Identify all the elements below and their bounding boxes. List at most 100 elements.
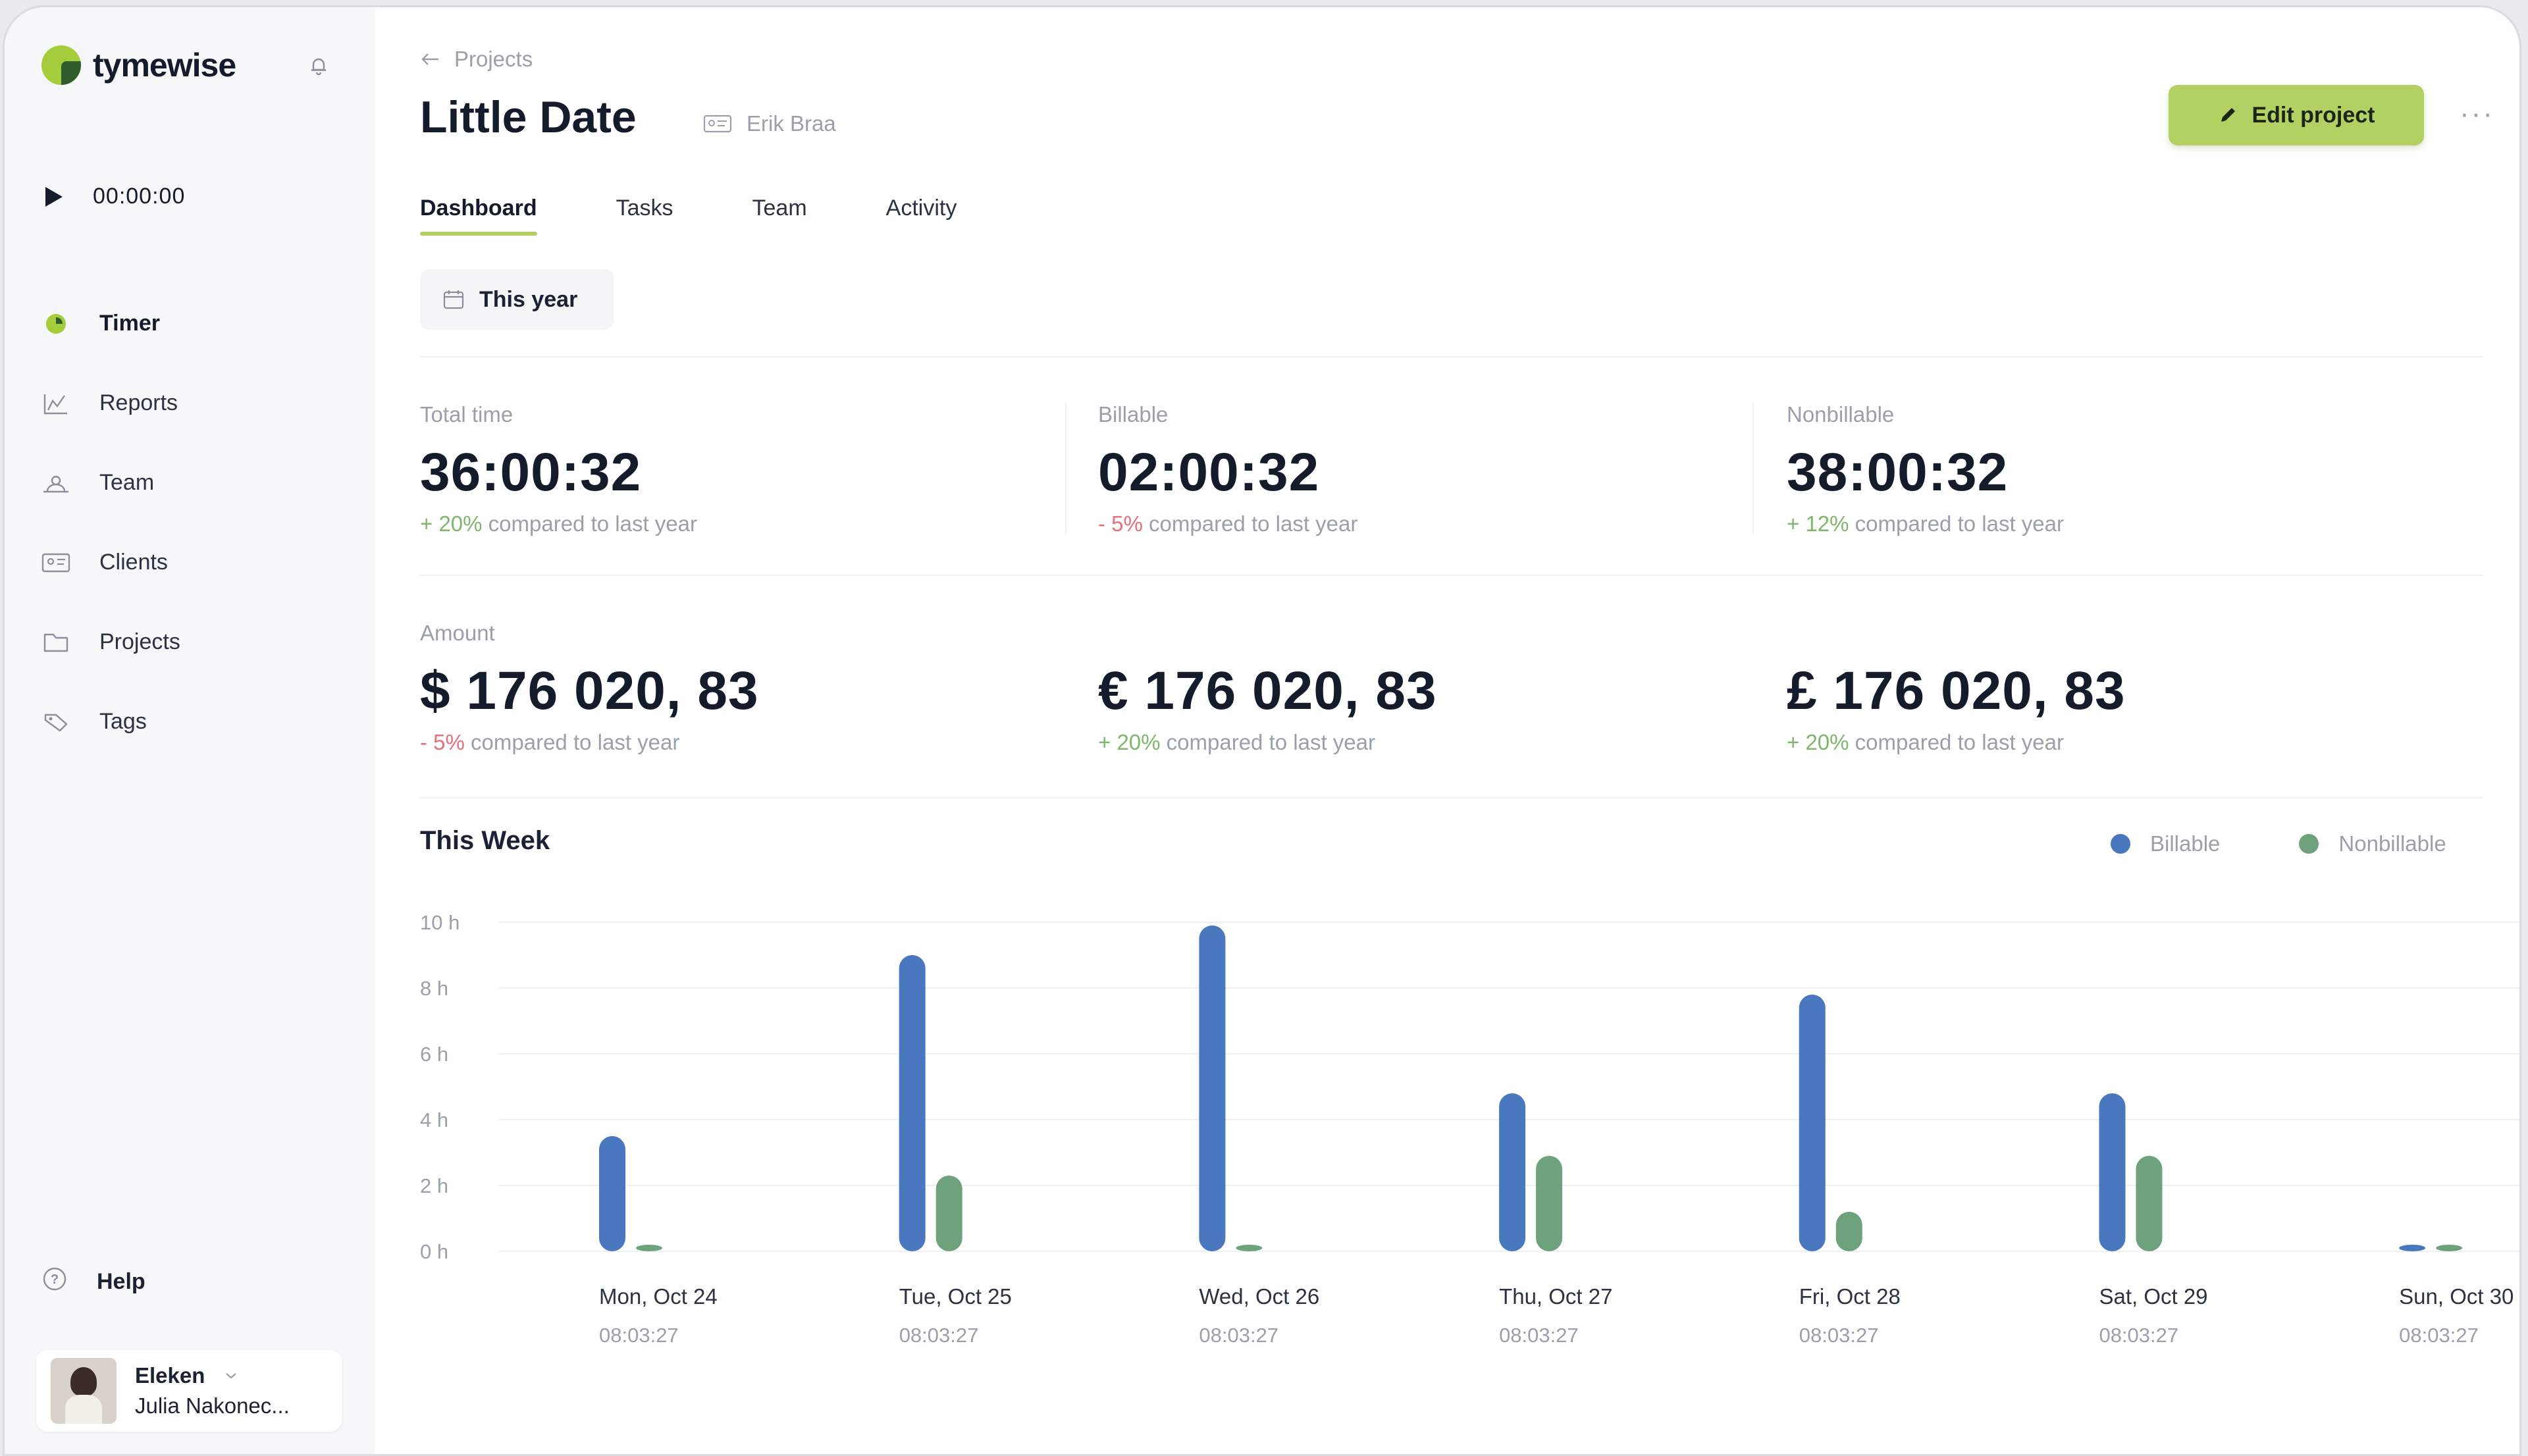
sidebar-item-label: Projects — [99, 629, 180, 654]
edit-project-button[interactable]: Edit project — [2169, 85, 2424, 145]
logo[interactable]: tymewise — [41, 45, 236, 85]
amount-delta: - 5% — [420, 730, 465, 754]
stat-comparison: + 20% compared to last year — [420, 511, 697, 536]
x-category-label: Mon, Oct 24 — [599, 1284, 718, 1309]
client-card-icon — [703, 115, 732, 133]
stat-comparison: + 12% compared to last year — [1787, 511, 2064, 536]
stat-delta: + 12% — [1787, 511, 1849, 536]
divider — [1752, 402, 1754, 534]
breadcrumb-projects[interactable]: Projects — [454, 47, 533, 71]
divider — [420, 575, 2483, 576]
period-label: This year — [479, 286, 578, 312]
tab-team[interactable]: Team — [752, 195, 807, 221]
bar-billable-2[interactable] — [1199, 925, 1226, 1251]
period-filter-button[interactable]: This year — [420, 269, 614, 330]
x-category-duration: 08:03:27 — [599, 1324, 679, 1347]
x-category-label: Sun, Oct 30 — [2399, 1284, 2514, 1309]
user-org-label: Eleken — [135, 1363, 205, 1388]
user-card[interactable]: Eleken Julia Nakonec... — [36, 1350, 342, 1432]
bar-billable-6[interactable] — [2399, 1245, 2426, 1251]
bar-nonbillable-4[interactable] — [1835, 1212, 1862, 1251]
amount-suffix: compared to last year — [1849, 730, 2064, 754]
amount-eur: € 176 020, 83 + 20% compared to last yea… — [1098, 621, 1437, 755]
sidebar: tymewise 00:00:00 Timer Reports — [5, 7, 375, 1454]
bar-nonbillable-3[interactable] — [1536, 1156, 1563, 1251]
arrow-left-icon — [421, 53, 438, 65]
bar-billable-3[interactable] — [1499, 1093, 1526, 1251]
amount-value: $ 176 020, 83 — [420, 661, 759, 721]
stat-billable: Billable 02:00:32 - 5% compared to last … — [1098, 402, 1357, 536]
sidebar-item-tags[interactable]: Tags — [41, 682, 180, 762]
timer-value: 00:00:00 — [93, 184, 186, 209]
sidebar-item-label: Team — [99, 470, 155, 495]
bar-billable-4[interactable] — [1799, 995, 1826, 1251]
x-category-label: Tue, Oct 25 — [899, 1284, 1012, 1309]
bar-billable-1[interactable] — [899, 955, 926, 1251]
sidebar-item-projects[interactable]: Projects — [41, 602, 180, 682]
y-tick-label: 4 h — [420, 1108, 448, 1131]
calendar-icon — [443, 290, 464, 309]
reports-icon — [41, 389, 70, 418]
bell-icon[interactable] — [309, 56, 329, 76]
timer-widget[interactable]: 00:00:00 — [45, 184, 185, 209]
sidebar-item-label: Timer — [99, 311, 160, 336]
stat-label: Total time — [420, 402, 514, 427]
y-tick-label: 8 h — [420, 977, 448, 1000]
bar-nonbillable-6[interactable] — [2436, 1245, 2463, 1251]
stat-suffix: compared to last year — [482, 511, 697, 536]
sidebar-item-label: Tags — [99, 709, 147, 734]
stat-delta: - 5% — [1098, 511, 1143, 536]
edit-project-label: Edit project — [2252, 102, 2375, 128]
sidebar-item-reports[interactable]: Reports — [41, 363, 180, 443]
stat-delta: + 20% — [420, 511, 483, 536]
sidebar-item-label: Clients — [99, 550, 168, 575]
sidebar-item-help[interactable]: ? Help — [41, 1266, 145, 1298]
more-options-button[interactable]: ··· — [2460, 97, 2494, 130]
x-category-duration: 08:03:27 — [899, 1324, 979, 1347]
sidebar-item-label: Reports — [99, 390, 178, 415]
divider — [420, 356, 2483, 357]
sidebar-item-clients[interactable]: Clients — [41, 523, 180, 602]
bar-billable-5[interactable] — [2099, 1093, 2126, 1251]
amount-delta: + 20% — [1098, 730, 1161, 754]
logo-mark-icon — [41, 45, 81, 85]
chart-title: This Week — [420, 826, 550, 855]
pencil-icon — [2221, 108, 2236, 122]
legend-item-billable[interactable]: Billable — [2111, 831, 2220, 856]
tab-tasks[interactable]: Tasks — [616, 195, 673, 221]
y-tick-label: 0 h — [420, 1240, 448, 1263]
x-category-duration: 08:03:27 — [2399, 1324, 2479, 1347]
bar-nonbillable-5[interactable] — [2136, 1156, 2163, 1251]
x-category-label: Thu, Oct 27 — [1499, 1284, 1612, 1309]
legend-label: Billable — [2150, 831, 2221, 856]
chevron-down-icon[interactable] — [224, 1371, 238, 1380]
amount-value: £ 176 020, 83 — [1787, 661, 2126, 721]
sidebar-item-team[interactable]: Team — [41, 443, 180, 523]
divider — [1065, 402, 1066, 534]
y-tick-label: 6 h — [420, 1043, 448, 1066]
folder-icon — [41, 628, 70, 657]
owner-name: Erik Braa — [747, 111, 836, 136]
bar-nonbillable-0[interactable] — [636, 1245, 662, 1251]
stat-value: 02:00:32 — [1098, 442, 1320, 502]
x-category-label: Wed, Oct 26 — [1199, 1284, 1319, 1309]
tab-dashboard[interactable]: Dashboard — [420, 195, 537, 236]
amount-usd: Amount $ 176 020, 83 - 5% compared to la… — [420, 621, 759, 755]
tag-icon — [41, 708, 70, 737]
play-icon[interactable] — [45, 186, 63, 207]
x-category-label: Fri, Oct 28 — [1799, 1284, 1901, 1309]
bar-nonbillable-2[interactable] — [1236, 1245, 1263, 1251]
legend-item-nonbillable[interactable]: Nonbillable — [2299, 831, 2446, 856]
bar-billable-0[interactable] — [599, 1136, 625, 1251]
x-category-duration: 08:03:27 — [2099, 1324, 2178, 1347]
sidebar-item-timer[interactable]: Timer — [41, 284, 180, 363]
amount-value: € 176 020, 83 — [1098, 661, 1437, 721]
project-owner: Erik Braa — [703, 111, 836, 136]
stat-label: Billable — [1098, 402, 1169, 427]
breadcrumb[interactable]: Projects — [420, 47, 533, 72]
amount-label: Amount — [420, 621, 495, 645]
y-tick-label: 10 h — [420, 911, 460, 934]
bar-nonbillable-1[interactable] — [935, 1176, 962, 1251]
stat-suffix: compared to last year — [1849, 511, 2064, 536]
tab-activity[interactable]: Activity — [885, 195, 957, 221]
